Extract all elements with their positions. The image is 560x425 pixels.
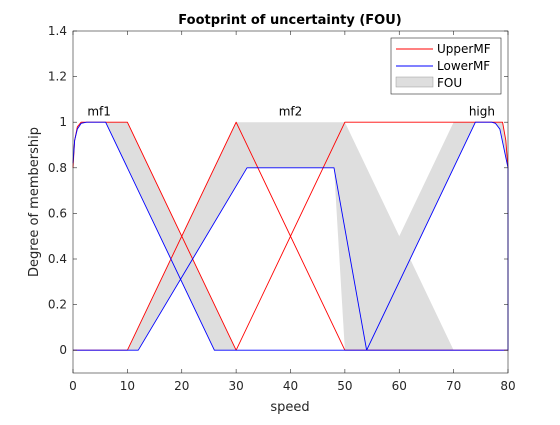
mf-label-mf2: mf2 <box>279 104 303 118</box>
y-tick-label: 0.2 <box>48 298 67 312</box>
y-axis-label: Degree of membership <box>27 127 42 277</box>
legend-entry-lowermf: LowerMF <box>437 59 490 73</box>
mf-label-mf1: mf1 <box>87 104 111 118</box>
x-tick-label: 20 <box>174 379 189 393</box>
fou-region-3 <box>344 122 508 351</box>
line-layer <box>72 121 509 351</box>
x-axis-label: speed <box>270 400 309 415</box>
y-tick-label: 1.4 <box>48 24 67 38</box>
x-tick-label: 70 <box>446 379 461 393</box>
y-tick-label: 1.2 <box>48 70 67 84</box>
y-tick-label: 0.4 <box>48 252 67 266</box>
x-tick-label: 0 <box>69 379 77 393</box>
fou-region-1 <box>73 122 237 351</box>
annotation-layer: mf1 mf2 high <box>87 104 495 118</box>
legend-entry-uppermf: UpperMF <box>437 42 491 56</box>
series-line-lowermf <box>72 121 509 351</box>
legend-swatch-fou <box>395 76 434 88</box>
x-tick-label: 10 <box>120 379 135 393</box>
x-tick-label: 60 <box>392 379 407 393</box>
legend-entry-fou: FOU <box>437 76 462 90</box>
mf-label-high: high <box>469 104 495 118</box>
y-tick-label: 0 <box>59 343 67 357</box>
x-tick-label: 40 <box>283 379 298 393</box>
y-tick-label: 0.8 <box>48 161 67 175</box>
x-tick-label: 80 <box>500 379 515 393</box>
y-tick-label: 1 <box>59 115 67 129</box>
y-tick-label: 0.6 <box>48 206 67 220</box>
tick-layer: 0 10 20 30 40 50 60 70 80 0 0.2 0.4 0.6 0.8 1 1.2 1.4 <box>48 24 516 393</box>
chart-title: Footprint of uncertainty (FOU) <box>178 13 401 28</box>
legend: UpperMF LowerMF FOU <box>390 37 502 95</box>
x-tick-label: 50 <box>337 379 352 393</box>
x-tick-label: 30 <box>228 379 243 393</box>
